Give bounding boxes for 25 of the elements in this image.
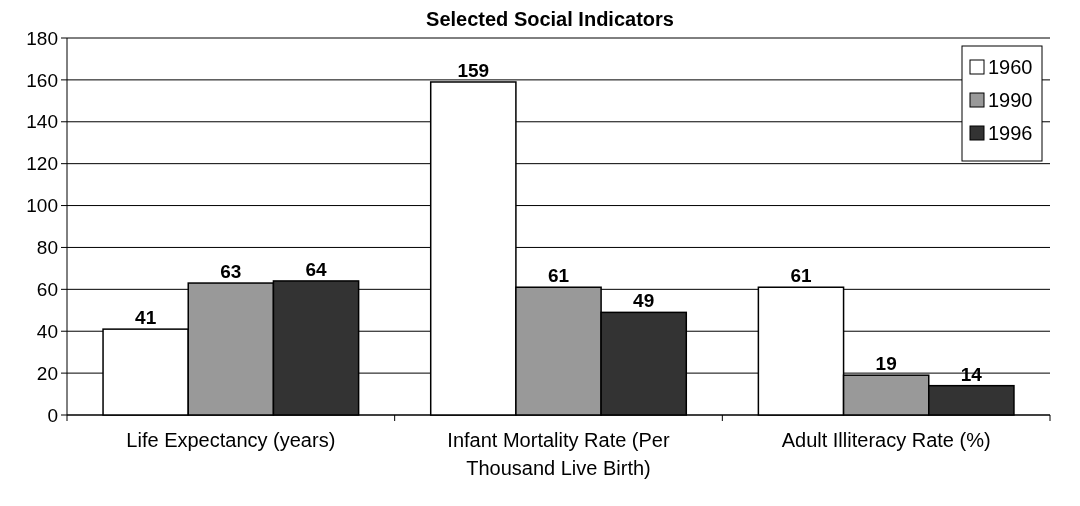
chart-title: Selected Social Indicators — [426, 8, 674, 30]
y-tick-label: 40 — [36, 320, 58, 342]
y-tick-label: 80 — [36, 237, 58, 259]
y-tick-label: 180 — [26, 27, 58, 49]
legend-label: 1960 — [988, 56, 1033, 78]
y-tick-label: 100 — [26, 195, 58, 217]
y-tick-label: 20 — [36, 362, 58, 384]
data-label: 159 — [457, 59, 490, 81]
y-tick-label: 160 — [26, 69, 58, 91]
data-label: 64 — [305, 258, 328, 280]
x-tick-label: Infant Mortality Rate (Per Thousand Live Birth) — [447, 429, 670, 479]
data-label: 63 — [220, 261, 242, 283]
legend-label: 1996 — [988, 122, 1033, 144]
y-tick-label: 60 — [36, 278, 58, 300]
data-label: 61 — [790, 265, 812, 287]
x-tick-label: Adult Illiteracy Rate (%) — [781, 429, 991, 451]
data-label: 49 — [633, 290, 655, 312]
legend-label: 1990 — [988, 89, 1033, 111]
y-tick-label: 120 — [26, 153, 58, 175]
data-label: 61 — [547, 265, 570, 287]
y-tick-label: 140 — [26, 111, 58, 133]
x-tick-label: Life Expectancy (years) — [126, 429, 336, 451]
data-label: 41 — [135, 307, 157, 329]
data-label: 19 — [875, 353, 897, 375]
y-tick-label: 0 — [47, 404, 58, 426]
